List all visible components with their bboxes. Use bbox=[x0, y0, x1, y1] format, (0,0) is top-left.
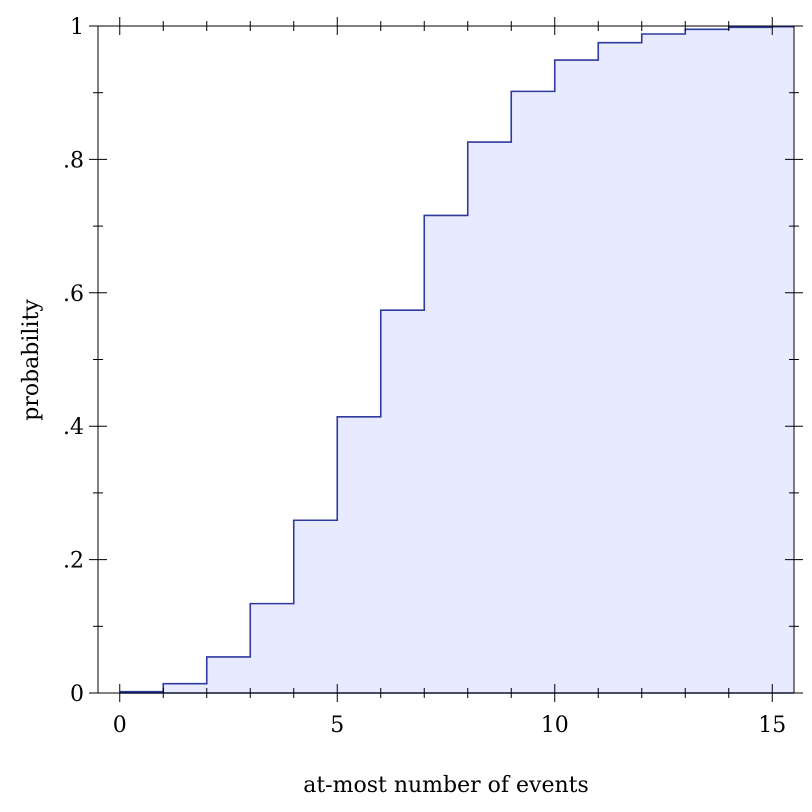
axes-layer: 0 5 10 15 0 .2 .4 .6 .8 1 bbox=[63, 15, 803, 738]
plot-layer bbox=[119, 25, 794, 694]
y-axis-label: probability bbox=[19, 299, 44, 421]
y-tick-label: 0 bbox=[70, 682, 84, 707]
x-tick-label: 10 bbox=[541, 713, 569, 738]
cdf-area-fill bbox=[119, 26, 794, 694]
x-axis-label: at-most number of events bbox=[303, 773, 589, 798]
x-tick-label: 15 bbox=[758, 713, 786, 738]
y-tick-label: 1 bbox=[70, 15, 84, 40]
y-tick-label: .4 bbox=[63, 415, 84, 440]
x-tick-label: 0 bbox=[113, 713, 127, 738]
y-tick-label: .8 bbox=[63, 148, 84, 173]
x-tick-label: 5 bbox=[330, 713, 344, 738]
y-tick-label: .6 bbox=[63, 282, 84, 307]
y-tick-label: .2 bbox=[63, 549, 84, 574]
